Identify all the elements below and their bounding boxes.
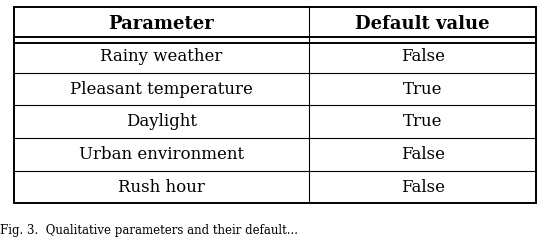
Text: Daylight: Daylight	[126, 113, 197, 130]
Text: True: True	[403, 113, 442, 130]
Text: Rainy weather: Rainy weather	[100, 48, 223, 65]
Text: Default value: Default value	[355, 15, 490, 33]
Text: Parameter: Parameter	[108, 15, 214, 33]
Text: False: False	[400, 179, 444, 195]
Text: False: False	[400, 146, 444, 163]
Text: False: False	[400, 48, 444, 65]
Text: Pleasant temperature: Pleasant temperature	[70, 81, 253, 97]
Bar	[14, 7, 536, 203]
Text: Urban environment: Urban environment	[79, 146, 244, 163]
Text: True: True	[403, 81, 442, 97]
Text: Fig. 3.  Qualitative parameters and their default...: Fig. 3. Qualitative parameters and their…	[0, 224, 298, 237]
Text: Rush hour: Rush hour	[118, 179, 205, 195]
